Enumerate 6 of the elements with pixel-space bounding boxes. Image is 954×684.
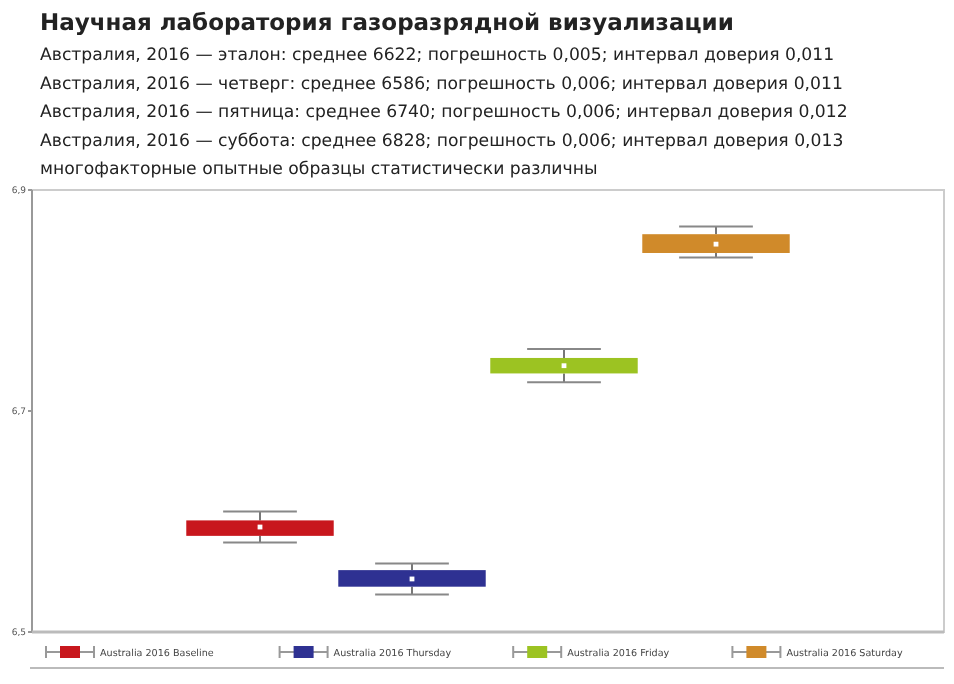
text: Австралия, 2016 — суббота: среднее 6828; погрешность 0,006; интервал доверия 0,013 xyxy=(40,131,844,152)
chart-title: Научная лаборатория газоразрядной визуализации xyxy=(40,8,734,36)
text: Австралия, 2016 — четверг: среднее 6586; погрешность 0,006; интервал доверия 0,011 xyxy=(40,74,843,95)
text: Австралия, 2016 — пятница: среднее 6740; погрешность 0,006; интервал доверия 0,012 xyxy=(40,103,848,124)
text: многофакторные опытные образцы статистически различны xyxy=(40,160,598,181)
text: Австралия, 2016 — эталон: среднее 6622; погрешность 0,005; интервал доверия 0,011 xyxy=(40,46,835,66)
